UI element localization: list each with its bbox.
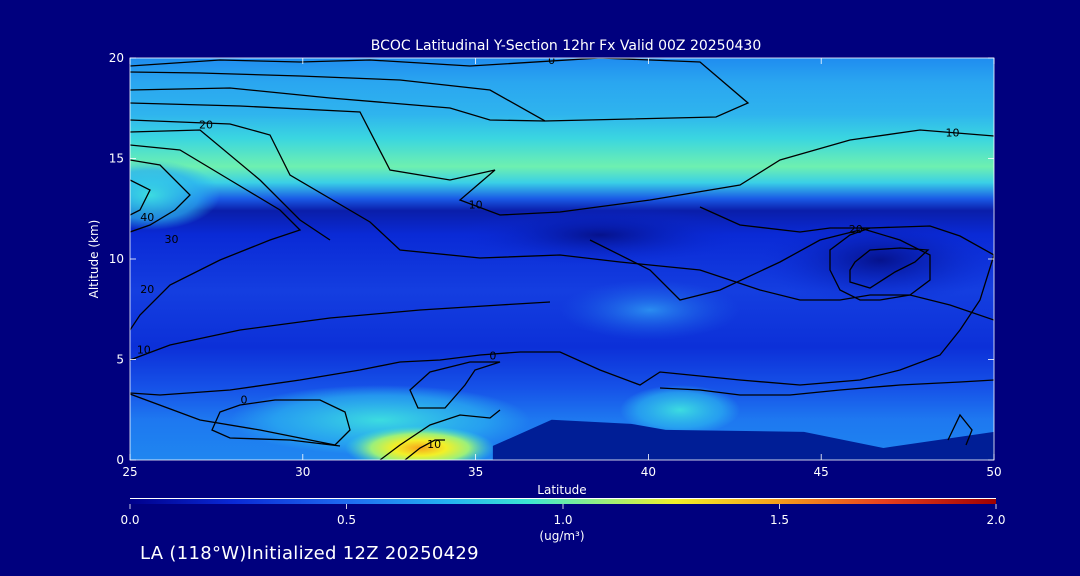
colorbar-tick-label: 2.0 xyxy=(986,513,1005,527)
contour-labels: 0 20 10 10 40 30 20 20 10 0 0 10 xyxy=(137,54,960,451)
contour-line xyxy=(130,87,546,122)
terrain xyxy=(492,419,994,460)
contour-line xyxy=(130,58,750,122)
contour-line xyxy=(130,301,551,361)
y-tick-label: 15 xyxy=(109,152,124,166)
contour-line xyxy=(130,129,331,241)
contour-line xyxy=(659,379,994,396)
contour-line xyxy=(130,159,191,233)
colorbar-tick-label: 0.0 xyxy=(120,513,139,527)
x-tick-label: 25 xyxy=(122,465,137,479)
contour-line xyxy=(947,413,973,446)
contour-label: 0 xyxy=(241,394,248,407)
contour-label: 0 xyxy=(489,349,496,362)
color-field-cyan-left xyxy=(130,160,220,230)
y-axis: 0 5 10 15 20 xyxy=(109,51,994,467)
footer-label: LA (118°W)Initialized 12Z 20250429 xyxy=(140,543,479,564)
contour-label: 20 xyxy=(849,223,863,236)
contour-line xyxy=(404,439,445,460)
contour-label: 10 xyxy=(427,438,441,451)
y-tick-label: 5 xyxy=(116,353,124,367)
colorbar xyxy=(130,499,996,504)
x-tick-label: 35 xyxy=(468,465,483,479)
color-field-surface-max xyxy=(345,426,495,460)
plot-area: 0 20 10 10 40 30 20 20 10 0 0 10 xyxy=(130,54,994,460)
colorbar-tick-label: 0.5 xyxy=(337,513,356,527)
contour-label: 40 xyxy=(140,211,154,224)
contour-line xyxy=(130,102,994,216)
x-tick-label: 40 xyxy=(641,465,656,479)
contour-line xyxy=(130,119,994,321)
y-tick-label: 0 xyxy=(116,453,124,467)
contour-line xyxy=(130,179,151,216)
contour-label: 10 xyxy=(946,126,960,139)
contour-label: 20 xyxy=(140,283,154,296)
y-axis-label: Altitude (km) xyxy=(87,220,101,299)
colorbar-tick-label: 1.0 xyxy=(553,513,572,527)
y-tick-label: 10 xyxy=(109,252,124,266)
contour-label: 0 xyxy=(548,54,555,67)
contour-label: 20 xyxy=(199,118,213,131)
x-tick-label: 30 xyxy=(295,465,310,479)
colorbar-tick-label: 1.5 xyxy=(770,513,789,527)
y-tick-label: 20 xyxy=(109,51,124,65)
contour-label: 10 xyxy=(469,199,483,212)
contour-line xyxy=(130,393,351,447)
contour-label: 30 xyxy=(164,233,178,246)
color-field-dark-center xyxy=(460,205,740,265)
contour-line xyxy=(379,409,501,460)
contour-line xyxy=(849,247,930,289)
contour-line xyxy=(130,144,302,331)
color-field-boundary-cyan-2 xyxy=(620,385,740,435)
contour-lines xyxy=(130,58,994,460)
contour-label: 10 xyxy=(137,343,151,356)
x-tick-label: 45 xyxy=(814,465,829,479)
contour-line xyxy=(409,361,501,409)
contour-line xyxy=(130,206,994,396)
contour-line xyxy=(589,229,861,301)
color-field-dark-right xyxy=(760,215,994,305)
x-axis-label: Latitude xyxy=(537,483,586,497)
x-tick-label: 50 xyxy=(986,465,1001,479)
color-field-light-mid xyxy=(560,280,740,340)
chart-title: BCOC Latitudinal Y-Section 12hr Fx Valid… xyxy=(371,38,761,54)
x-axis: 25 30 35 40 45 50 xyxy=(122,58,1002,479)
colorbar-unit: (ug/m³) xyxy=(539,529,584,543)
colorbar-ticks: 0.0 0.5 1.0 1.5 2.0 xyxy=(120,504,1006,527)
